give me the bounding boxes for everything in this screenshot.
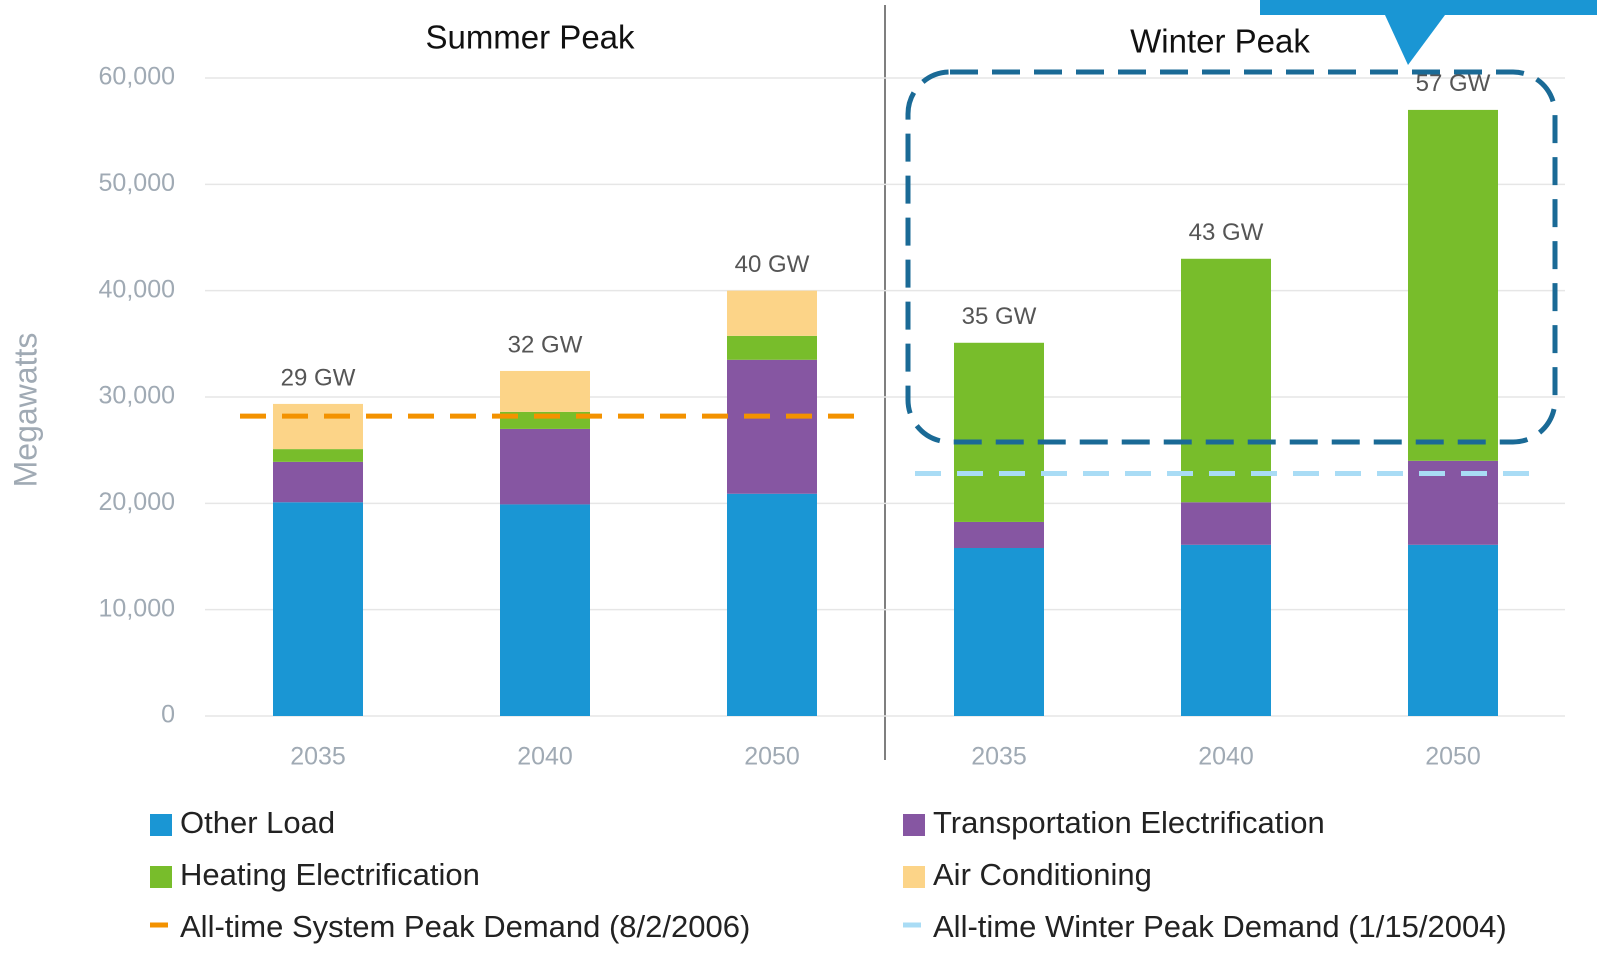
bar-segment (273, 461, 363, 503)
bar-segment (1408, 109, 1498, 461)
bars (273, 109, 1498, 716)
y-tick-label: 50,000 (99, 169, 175, 197)
bar-segment (727, 359, 817, 494)
bar-segment (954, 342, 1044, 522)
legend-label: All-time System Peak Demand (8/2/2006) (180, 909, 750, 944)
total-label: 32 GW (508, 331, 583, 358)
bar-segment (500, 504, 590, 716)
bar-segment (727, 335, 817, 360)
bar-segment (273, 502, 363, 716)
bar-segment (1181, 544, 1271, 716)
x-tick-label: 2035 (971, 743, 1027, 771)
x-tick-label: 2035 (290, 743, 346, 771)
legend-label: Transportation Electrification (933, 805, 1325, 840)
total-label: 40 GW (735, 251, 810, 278)
callout-box (1260, 0, 1597, 15)
total-label: 29 GW (281, 364, 356, 391)
x-tick-label: 2040 (517, 743, 573, 771)
x-tick-label: 2050 (744, 743, 800, 771)
legend-label: Other Load (180, 805, 335, 840)
y-tick-label: 20,000 (99, 488, 175, 516)
legend-label: Heating Electrification (180, 857, 480, 892)
legend: Other Load Transportation Electrification… (150, 805, 1507, 944)
bar-segment (1408, 544, 1498, 716)
bar-segment (273, 403, 363, 450)
y-tick-label: 10,000 (99, 594, 175, 622)
labels: 2035 29 GW 2040 32 GW 2050 40 GW 2035 35 GW 2040… (281, 70, 1491, 770)
x-tick-label: 2040 (1198, 743, 1254, 771)
grid: 0 10,000 20,000 30,000 40,000 50,000 60,000 (99, 63, 1565, 729)
y-tick-label: 0 (161, 701, 175, 729)
total-label: 57 GW (1416, 70, 1491, 97)
group-title: Summer Peak (425, 19, 635, 56)
bar-segment (954, 521, 1044, 548)
bar-segment (500, 411, 590, 429)
x-tick-label: 2050 (1425, 743, 1481, 771)
legend-swatch (150, 814, 172, 836)
reference-lines (240, 413, 1530, 477)
callout-pointer (1385, 15, 1445, 65)
y-axis-label: Megawatts (7, 333, 43, 488)
bar-segment (500, 428, 590, 505)
y-tick-label: 30,000 (99, 382, 175, 410)
bar-segment (954, 547, 1044, 716)
y-tick-label: 40,000 (99, 275, 175, 303)
bar-segment (273, 449, 363, 462)
legend-swatch (903, 866, 925, 888)
total-label: 35 GW (962, 303, 1037, 330)
legend-label: Air Conditioning (933, 857, 1152, 892)
legend-swatch (150, 866, 172, 888)
total-label: 43 GW (1189, 219, 1264, 246)
bar-segment (727, 290, 817, 336)
legend-label: All-time Winter Peak Demand (1/15/2004) (933, 909, 1507, 944)
bar-segment (727, 493, 817, 716)
bar-segment (1181, 258, 1271, 503)
legend-swatch (903, 814, 925, 836)
highlight-box (905, 69, 1558, 445)
y-tick-label: 60,000 (99, 63, 175, 91)
bar-segment (1181, 502, 1271, 545)
group-title: Winter Peak (1130, 23, 1310, 60)
bar-segment (500, 370, 590, 412)
